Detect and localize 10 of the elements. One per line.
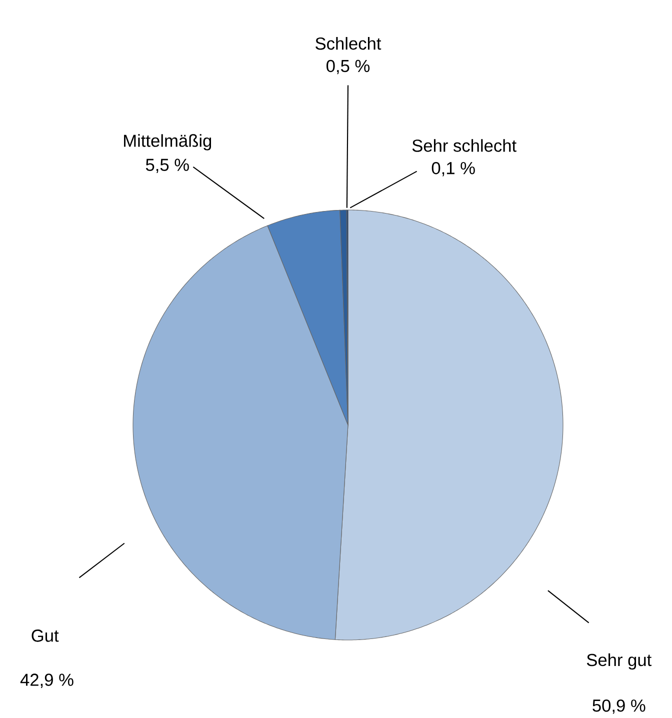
data-label: 42,9 %: [20, 674, 74, 688]
slice-label: Sehr schlecht: [412, 139, 516, 152]
slice-label: Sehr gut: [586, 653, 652, 670]
data-label: 0,1 %: [432, 162, 475, 176]
slice-label: Gut: [32, 630, 59, 642]
data-label: 0,5 %: [326, 60, 370, 74]
slice-label: Schlecht: [316, 36, 382, 50]
data-label: 5,5 %: [146, 158, 189, 174]
slice-label: Mittelmäßig: [124, 134, 212, 150]
data-label: 50,9 %: [592, 699, 646, 714]
